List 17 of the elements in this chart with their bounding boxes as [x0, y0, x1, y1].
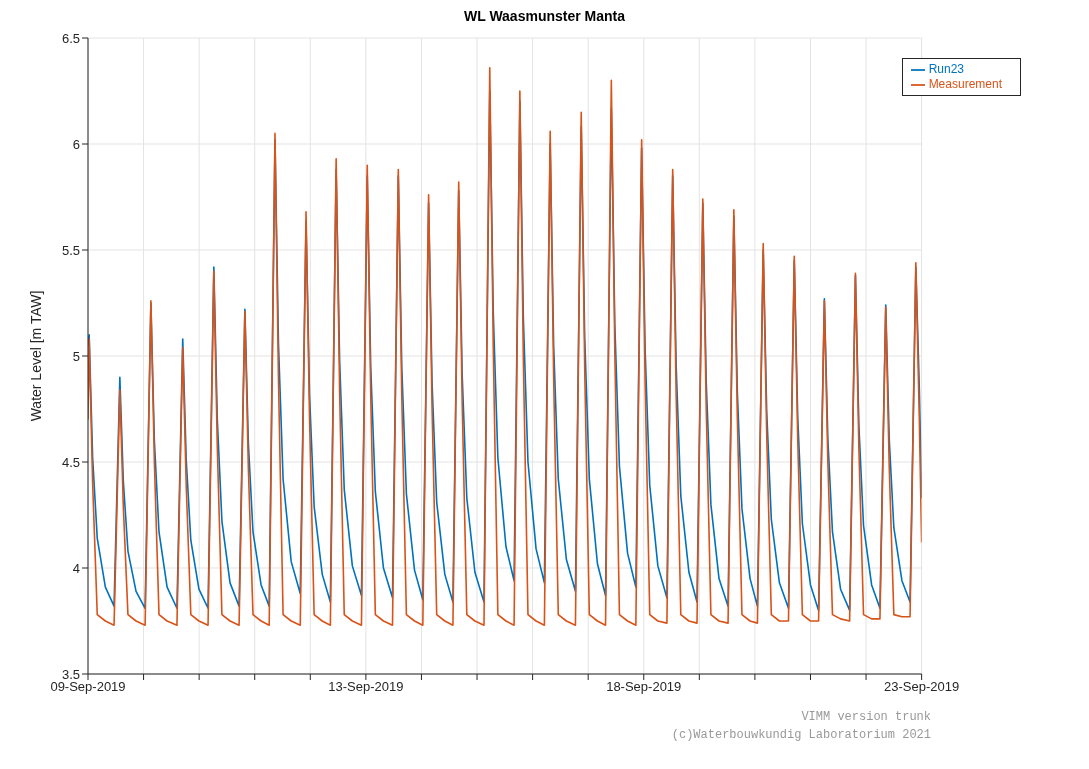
legend-label: Measurement	[928, 76, 1002, 91]
y-tick-label: 4.5	[61, 454, 80, 470]
y-tick-label: 5	[72, 348, 80, 364]
x-tick-label: 18-Sep-2019	[606, 679, 682, 695]
x-tick-label: 23-Sep-2019	[884, 679, 960, 695]
legend-label: Run23	[928, 62, 964, 76]
y-tick-label: 6.5	[61, 30, 80, 46]
y-tick-label: 4	[72, 560, 80, 576]
y-tick-label: 5.5	[61, 242, 80, 258]
chart-title: WL Waasmunster Manta	[463, 8, 626, 26]
x-tick-label: 13-Sep-2019	[328, 679, 404, 695]
text: VIMM version trunk	[800, 709, 931, 726]
y-tick-label: 6	[72, 136, 80, 152]
text: (c)Waterbouwkundig Laboratorium 2021	[670, 727, 931, 744]
y-tick-label: 3.5	[61, 666, 80, 682]
x-tick-label: 09-Sep-2019	[50, 679, 126, 695]
y-axis-title: Water Level [m TAW]	[27, 290, 44, 422]
